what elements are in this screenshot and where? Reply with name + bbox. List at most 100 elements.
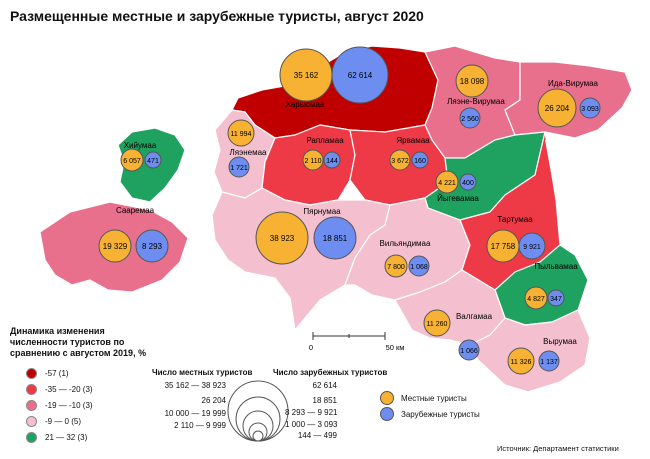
bubble-local — [507, 347, 535, 375]
legend-swatch — [26, 383, 37, 395]
size-legend-local-row: 26 204 — [201, 396, 226, 405]
bubble-foreign — [458, 339, 480, 361]
map-title: Размещенные местные и зарубежные туристы… — [10, 8, 424, 24]
size-legend-local-title: Число местных туристов — [152, 368, 253, 377]
bubble-local — [524, 286, 548, 310]
bubble-local-value: 11 260 — [427, 321, 448, 328]
bubble-foreign-value: 1 721 — [230, 165, 248, 172]
size-legend-foreign-row: 62 614 — [312, 381, 337, 390]
scale-fifty: 50 км — [386, 343, 405, 352]
size-legend-foreign-row: 18 851 — [312, 396, 337, 405]
bubble-local-value: 11 994 — [231, 131, 252, 138]
bubble-local — [98, 229, 132, 263]
legend-swatch — [26, 399, 37, 411]
size-legend-foreign-row: 8 293 — 9 921 — [285, 408, 338, 417]
bubble-foreign — [323, 151, 341, 169]
bubble-local-value: 17 758 — [491, 242, 516, 251]
county-label: Пыльвамаа — [534, 262, 578, 271]
bubbles: 35 162 62 614 Харьюмаа 18 098 Ляэне-Виру… — [98, 46, 601, 375]
size-legend-foreign-title: Число зарубежных туристов — [273, 368, 388, 377]
bubble-foreign — [579, 97, 601, 119]
legend-swatch — [26, 431, 37, 443]
county-label: Тартумаа — [497, 215, 533, 224]
county-label: Ляэне-Вирумаа — [447, 97, 505, 106]
bubble-local-value: 6 057 — [123, 158, 141, 165]
scale-zero: 0 — [309, 343, 313, 352]
legend-title: Динамика изменения численности туристов … — [10, 326, 147, 358]
county-label: Валгамаа — [456, 312, 493, 321]
bubble-local-value: 35 162 — [294, 71, 319, 80]
bubble-local — [423, 309, 451, 337]
bubble-foreign — [538, 350, 560, 372]
legend-item: -57 (1) — [26, 367, 69, 379]
size-legend-local-row: 10 000 — 19 999 — [164, 409, 226, 418]
bubble-foreign — [408, 255, 430, 277]
bubble-foreign — [547, 289, 565, 307]
county-label: Хийумаа — [124, 141, 157, 150]
bubble-local — [435, 170, 459, 194]
legend-swatch — [26, 415, 37, 427]
scale-bar: 0 50 км — [309, 332, 405, 352]
bubble-foreign — [313, 216, 357, 260]
bubble-foreign-value: 400 — [462, 180, 474, 187]
bubble-local-value: 7 800 — [387, 264, 405, 271]
bubble-foreign-value: 18 851 — [323, 234, 348, 243]
local-dot — [380, 391, 394, 405]
bubble-foreign-value: 160 — [414, 158, 426, 165]
bubble-local-value: 4 827 — [527, 296, 545, 303]
foreign-dot — [380, 407, 394, 421]
bubble-foreign-value: 2 560 — [461, 116, 479, 123]
size-legend-circles — [227, 380, 289, 442]
region-harjumaa — [231, 45, 439, 139]
bubble-local-value: 2 110 — [305, 158, 322, 165]
bubble-local-value: 19 329 — [103, 242, 128, 251]
bubble-local — [255, 211, 309, 265]
legend-label: -35 — -20 (3) — [45, 384, 93, 394]
bubble-foreign-value: 1 066 — [460, 348, 478, 355]
legend-item: -35 — -20 (3) — [26, 383, 93, 395]
size-legend-foreign-row: 1 000 — 3 093 — [285, 420, 338, 429]
bubble-local — [389, 149, 411, 171]
bubble-foreign-value: 144 — [326, 158, 338, 165]
legend-label: -9 — 0 (5) — [45, 416, 82, 426]
legend-swatch — [26, 367, 37, 379]
bubble-local — [302, 149, 324, 171]
county-label: Сааремаа — [116, 206, 155, 215]
bubble-foreign — [331, 46, 389, 104]
bubble-local — [455, 64, 489, 98]
legend-item: -19 — -10 (3) — [26, 399, 93, 411]
bubble-local-value: 38 923 — [270, 234, 295, 243]
bubble-foreign — [144, 151, 162, 169]
county-label: Пярнумаа — [303, 207, 341, 216]
bubble-local-value: 11 326 — [511, 359, 532, 366]
bubble-foreign — [459, 107, 481, 129]
county-label: Ляэнемаа — [230, 148, 267, 157]
bubble-foreign-value: 347 — [550, 296, 562, 303]
bubble-foreign — [411, 151, 429, 169]
bubble-foreign-value: 9 921 — [523, 244, 541, 251]
legend-label: 21 — 32 (3) — [45, 432, 88, 442]
county-label: Рапламаа — [306, 136, 344, 145]
county-label: Харьюмаа — [286, 100, 325, 109]
source-note: Источник: Департамент статистики — [497, 444, 619, 453]
bubble-foreign — [459, 173, 477, 191]
bubble-foreign-value: 1 068 — [410, 264, 428, 271]
bubble-local — [537, 88, 577, 128]
county-label: Йыгевамаа — [437, 194, 479, 203]
bubble-local-value: 18 098 — [460, 77, 485, 86]
legend-label: -19 — -10 (3) — [45, 400, 93, 410]
bubble-foreign-value: 8 293 — [142, 242, 163, 251]
bubble-local-value: 4 221 — [438, 180, 456, 187]
bubble-foreign — [518, 232, 546, 260]
size-legend-local-row: 2 110 — 9 999 — [174, 421, 226, 430]
bubble-local — [120, 148, 144, 172]
bubble-local-value: 26 204 — [545, 104, 570, 113]
bubble-foreign-value: 471 — [147, 158, 159, 165]
bubble-foreign-value: 1 137 — [540, 359, 558, 366]
bubble-foreign-value: 3 093 — [581, 106, 599, 113]
size-legend-local-row: 35 162 — 38 923 — [164, 381, 226, 390]
county-label: Ярвамаа — [396, 136, 430, 145]
size-legend-foreign-row: 144 — 499 — [297, 431, 337, 440]
legend-item: -9 — 0 (5) — [26, 415, 81, 427]
